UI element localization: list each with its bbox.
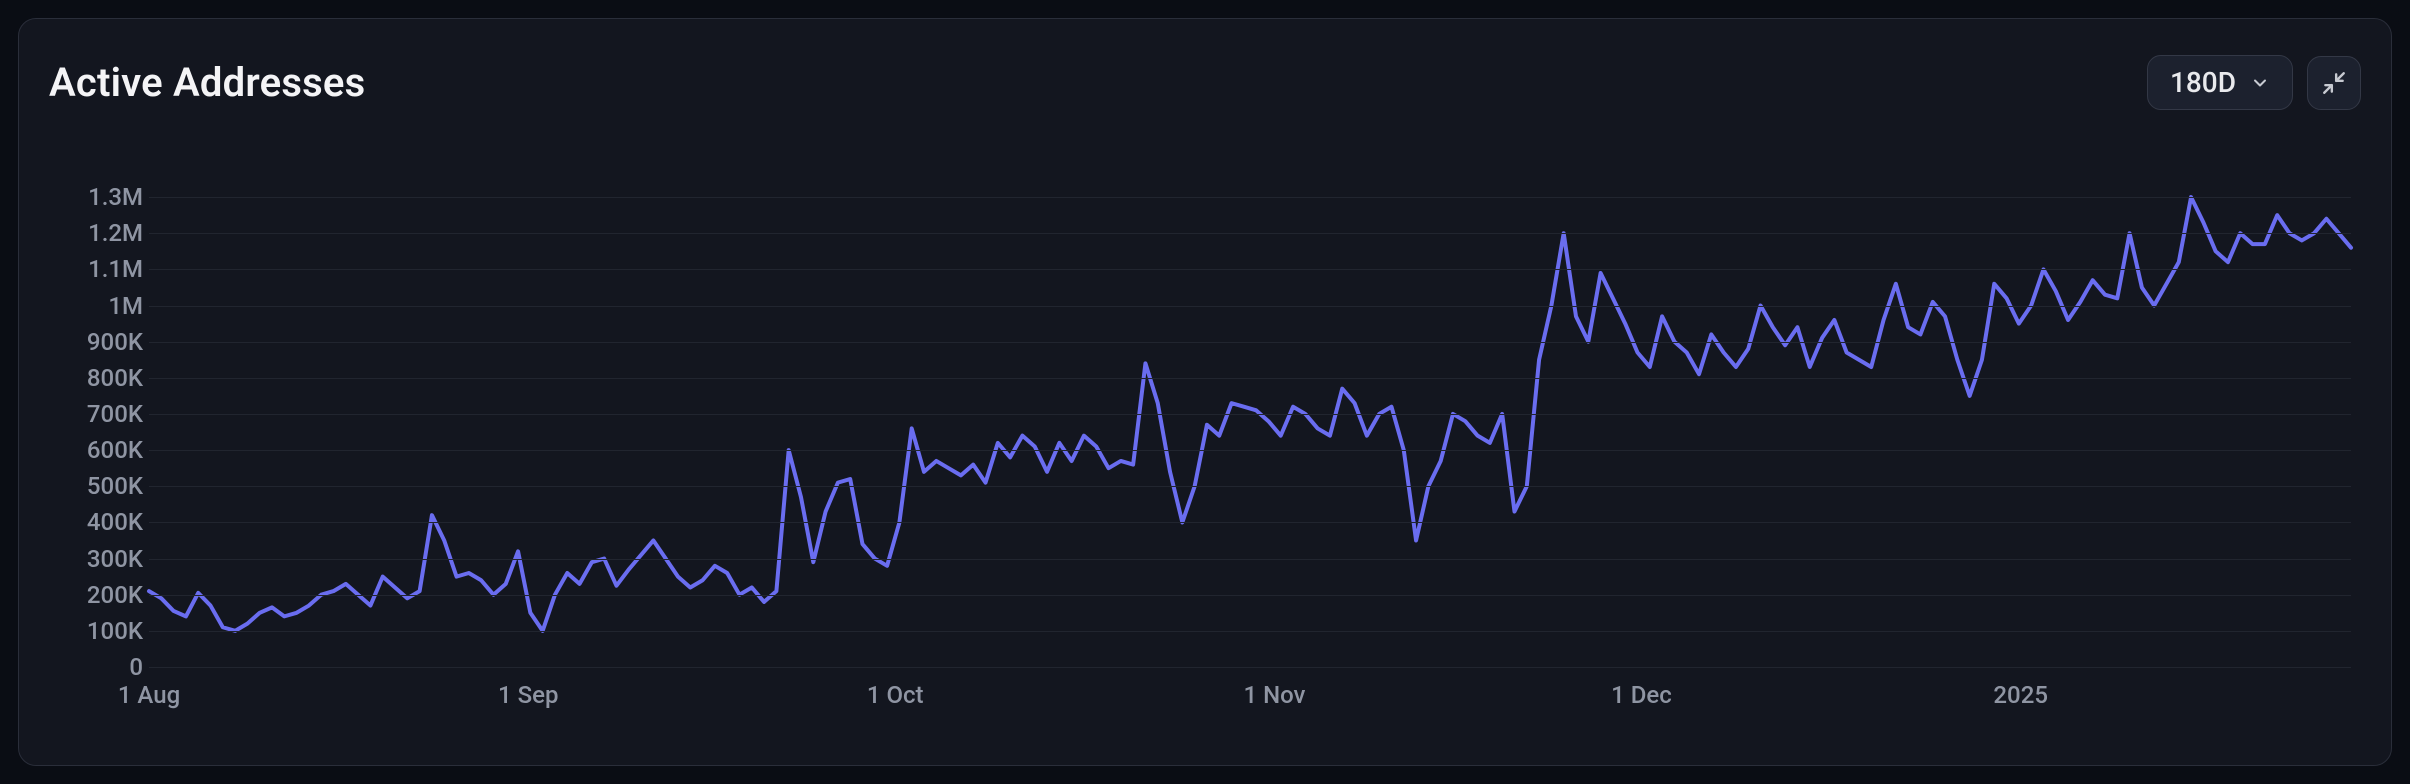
gridline bbox=[149, 486, 2351, 487]
gridline bbox=[149, 414, 2351, 415]
y-axis-label: 1M bbox=[108, 292, 143, 320]
y-axis-label: 1.1M bbox=[88, 255, 143, 283]
x-axis-label: 1 Oct bbox=[867, 681, 924, 709]
gridline bbox=[149, 269, 2351, 270]
y-axis-label: 1.3M bbox=[88, 183, 143, 211]
gridline bbox=[149, 197, 2351, 198]
y-axis-label: 200K bbox=[87, 581, 143, 609]
gridline bbox=[149, 342, 2351, 343]
panel-title: Active Addresses bbox=[49, 59, 365, 106]
y-axis-label: 0 bbox=[129, 653, 143, 681]
gridline bbox=[149, 631, 2351, 632]
x-axis-label: 2025 bbox=[1993, 681, 2048, 709]
gridline bbox=[149, 522, 2351, 523]
x-axis-label: 1 Nov bbox=[1243, 681, 1305, 709]
chart-panel: Active Addresses 180D 0 100K 200K 300K 400K 5… bbox=[18, 18, 2392, 766]
x-axis-label: 1 Sep bbox=[498, 681, 558, 709]
time-range-label: 180D bbox=[2170, 66, 2236, 99]
panel-controls: 180D bbox=[2147, 55, 2361, 110]
gridline bbox=[149, 559, 2351, 560]
gridline bbox=[149, 595, 2351, 596]
y-axis-label: 100K bbox=[87, 617, 143, 645]
gridline bbox=[149, 378, 2351, 379]
y-axis-label: 700K bbox=[87, 400, 143, 428]
y-axis-label: 900K bbox=[87, 328, 143, 356]
y-axis-label: 400K bbox=[87, 508, 143, 536]
panel-header: Active Addresses 180D bbox=[49, 55, 2361, 110]
chevron-down-icon bbox=[2250, 73, 2270, 93]
gridline bbox=[149, 450, 2351, 451]
y-axis-label: 500K bbox=[87, 472, 143, 500]
gridline bbox=[149, 233, 2351, 234]
y-axis-label: 1.2M bbox=[88, 219, 143, 247]
gridline bbox=[149, 667, 2351, 668]
chart-plot bbox=[149, 179, 2351, 667]
chart-area: 0 100K 200K 300K 400K 500K 600K 700K 800K 900K 1M 1… bbox=[65, 179, 2351, 725]
time-range-selector[interactable]: 180D bbox=[2147, 55, 2293, 110]
x-axis-label: 1 Dec bbox=[1611, 681, 1672, 709]
x-axis-label: 1 Aug bbox=[118, 681, 180, 709]
collapse-icon bbox=[2321, 70, 2347, 96]
y-axis-label: 600K bbox=[87, 436, 143, 464]
collapse-button[interactable] bbox=[2307, 56, 2361, 110]
y-axis-label: 800K bbox=[87, 364, 143, 392]
gridline bbox=[149, 306, 2351, 307]
y-axis-label: 300K bbox=[87, 545, 143, 573]
